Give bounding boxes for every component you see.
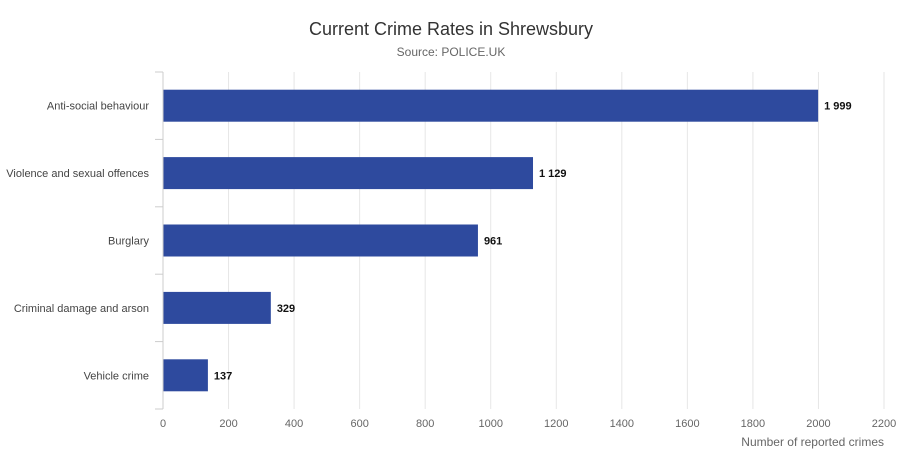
x-tick-labels: 0 200 400 600 800 1000 1200 1400 1600 1800 2000 220… <box>160 418 896 430</box>
bar <box>163 224 478 257</box>
x-axis-title: Number of reported crimes <box>741 435 884 449</box>
data-label: 137 <box>214 370 232 382</box>
bar <box>163 157 534 190</box>
category-label: Burglary <box>108 236 149 248</box>
category-label: Vehicle crime <box>84 370 149 382</box>
x-tick-label: 1600 <box>675 418 699 430</box>
x-tick-label: 200 <box>219 418 237 430</box>
x-tick-label: 1400 <box>610 418 634 430</box>
x-tick-label: 2000 <box>806 418 830 430</box>
bar <box>163 291 271 324</box>
x-tick-label: 0 <box>160 418 166 430</box>
data-label: 1 129 <box>539 168 567 180</box>
category-label: Criminal damage and arson <box>14 303 149 315</box>
value-labels: 1 999 1 129 961 329 137 <box>214 101 852 383</box>
category-label: Violence and sexual offences <box>6 168 149 180</box>
x-tick-label: 1800 <box>741 418 765 430</box>
category-labels: Anti-social behaviour Violence and sexual… <box>6 101 149 383</box>
x-tick-label: 400 <box>285 418 303 430</box>
bar <box>163 89 819 122</box>
data-label: 961 <box>484 236 502 248</box>
data-label: 329 <box>277 303 295 315</box>
x-tick-label: 1000 <box>478 418 502 430</box>
chart-title: Current Crime Rates in Shrewsbury <box>308 19 594 39</box>
category-label: Anti-social behaviour <box>47 101 149 113</box>
bar <box>163 359 208 392</box>
grid-lines <box>155 71 885 410</box>
chart-subtitle: Source: POLICE.UK <box>396 45 506 59</box>
data-label: 1 999 <box>824 101 852 113</box>
x-tick-label: 800 <box>416 418 434 430</box>
x-tick-label: 2200 <box>872 418 896 430</box>
bars <box>163 89 819 392</box>
x-tick-label: 600 <box>350 418 368 430</box>
x-tick-label: 1200 <box>544 418 568 430</box>
